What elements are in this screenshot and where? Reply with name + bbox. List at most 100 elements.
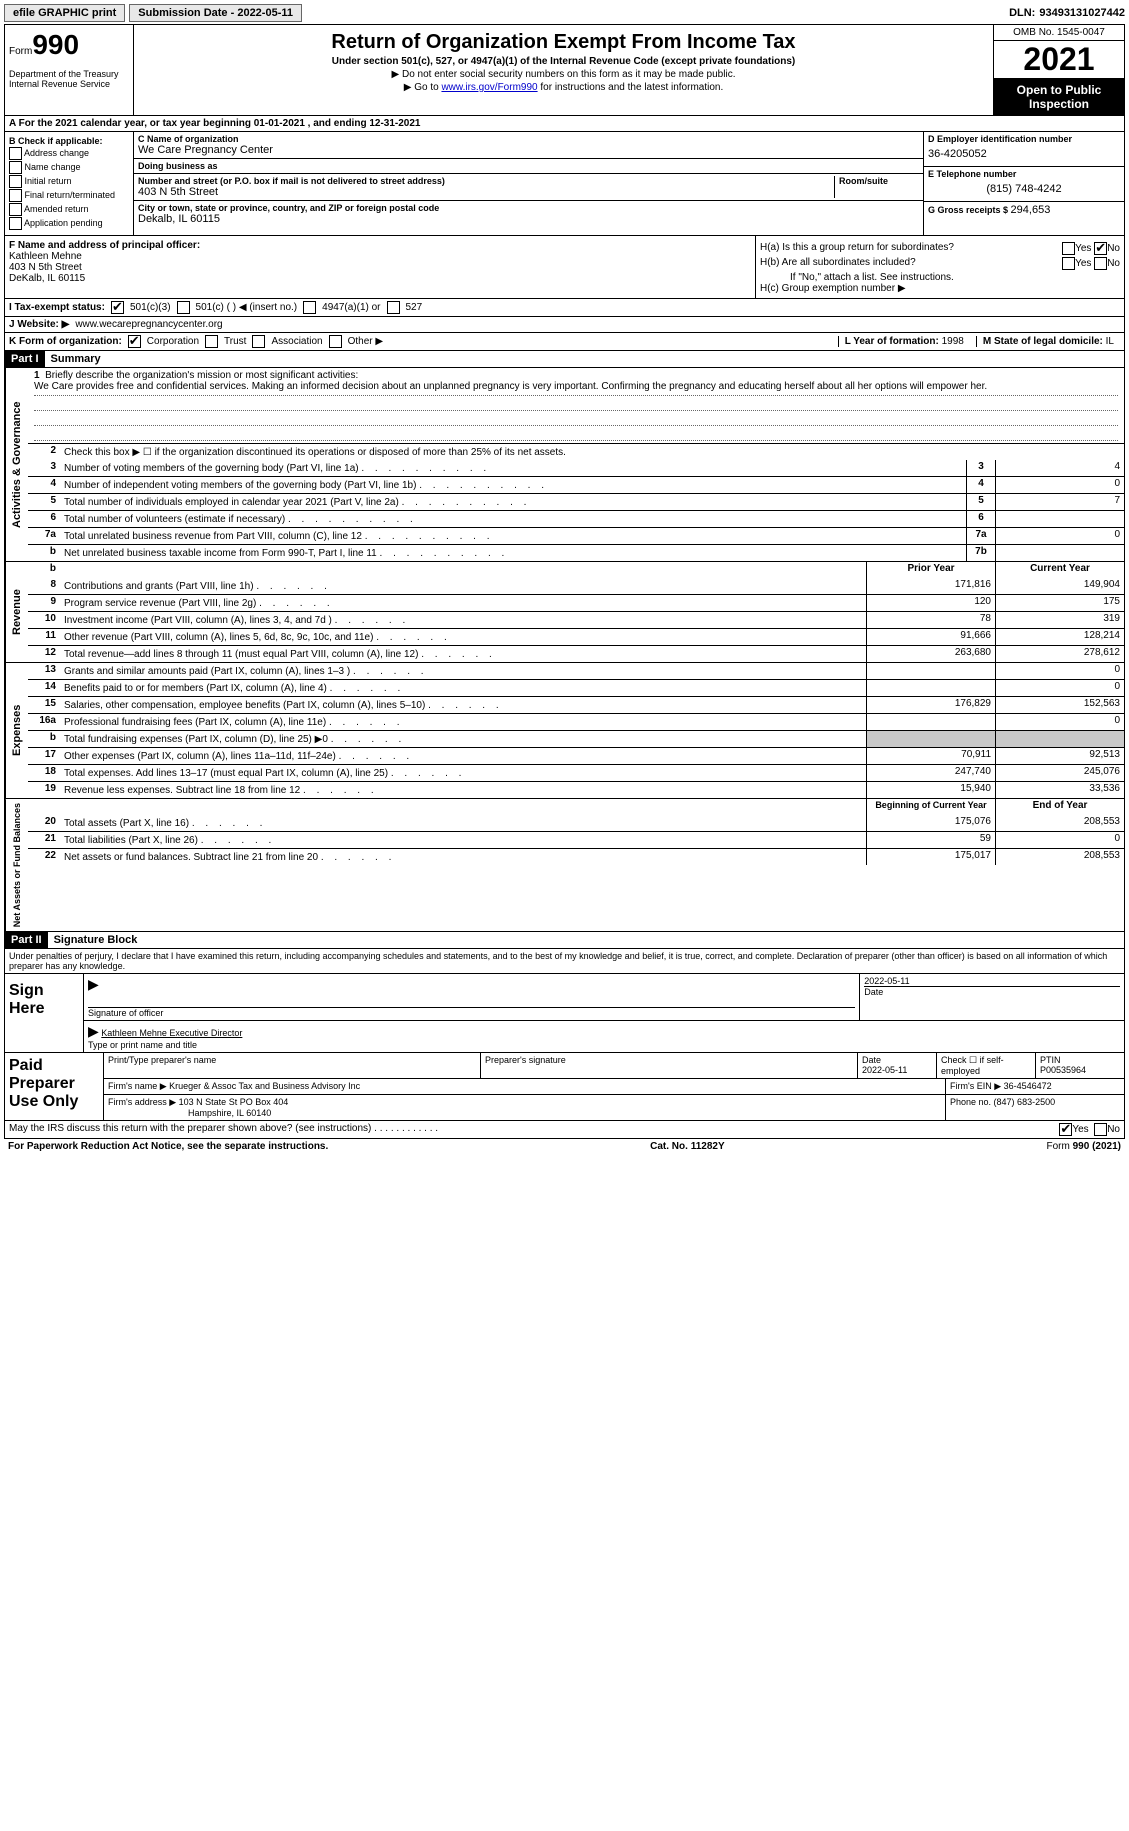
sig-date: 2022-05-11 — [864, 976, 1120, 986]
part2-header-row: Part II Signature Block — [4, 932, 1125, 949]
sig-officer-cell: ▶ Signature of officer — [84, 974, 860, 1020]
sig-name-row: ▶ Kathleen Mehne Executive Director Type… — [84, 1021, 1124, 1052]
city-value: Dekalb, IL 60115 — [138, 213, 919, 225]
note2-post: for instructions and the latest informat… — [538, 82, 724, 93]
open-public: Open to Public Inspection — [994, 79, 1124, 115]
summary-exp: Expenses 13Grants and similar amounts pa… — [4, 663, 1125, 799]
cb-amended[interactable]: Amended return — [9, 203, 129, 216]
ag-row-7a: 7aTotal unrelated business revenue from … — [28, 527, 1124, 544]
sign-here-label: Sign Here — [5, 974, 84, 1052]
k-label: K Form of organization: — [9, 336, 122, 347]
k-other-cb[interactable] — [329, 335, 342, 348]
k-trust-cb[interactable] — [205, 335, 218, 348]
row-12: 12Total revenue—add lines 8 through 11 (… — [28, 645, 1124, 662]
ha-yes-cb[interactable] — [1062, 242, 1075, 255]
cb-name-change[interactable]: Name change — [9, 161, 129, 174]
i-501c-cb[interactable] — [177, 301, 190, 314]
firm-name: Krueger & Assoc Tax and Business Advisor… — [169, 1081, 360, 1091]
l-value: 1998 — [942, 336, 964, 347]
footer-last: For Paperwork Reduction Act Notice, see … — [4, 1139, 1125, 1154]
row-k: K Form of organization: Corporation Trus… — [4, 333, 1125, 351]
irs-link[interactable]: www.irs.gov/Form990 — [441, 82, 537, 93]
sig-name-cell: ▶ Kathleen Mehne Executive Director Type… — [84, 1021, 1124, 1052]
paid-preparer: Paid Preparer Use Only Print/Type prepar… — [4, 1053, 1125, 1121]
row-18: 18Total expenses. Add lines 13–17 (must … — [28, 764, 1124, 781]
i-4947-cb[interactable] — [303, 301, 316, 314]
sig-date-lbl: Date — [864, 986, 1120, 997]
vtab-exp: Expenses — [5, 663, 28, 798]
c-street-cell: Number and street (or P.O. box if mail i… — [134, 174, 923, 201]
ag-row-6: 6Total number of volunteers (estimate if… — [28, 510, 1124, 527]
i-501c3-cb[interactable] — [111, 301, 124, 314]
cb-address-change[interactable]: Address change — [9, 147, 129, 160]
cb-final-return[interactable]: Final return/terminated — [9, 189, 129, 202]
na-body: Beginning of Current Year End of Year 20… — [28, 799, 1124, 931]
q2-text: Check this box ▶ ☐ if the organization d… — [60, 444, 1124, 460]
officer-name: Kathleen Mehne — [9, 251, 751, 262]
efile-button[interactable]: efile GRAPHIC print — [4, 4, 125, 22]
rowa-end: 12-31-2021 — [369, 118, 420, 129]
submission-date-button[interactable]: Submission Date - 2022-05-11 — [129, 4, 302, 22]
q2-row: 2 Check this box ▶ ☐ if the organization… — [28, 443, 1124, 460]
firm-ein-cell: Firm's EIN ▶ 36-4546472 — [946, 1079, 1124, 1094]
hb-no: No — [1107, 258, 1120, 269]
i-501c: 501(c) ( ) ◀ (insert no.) — [196, 302, 298, 313]
l-label: L Year of formation: — [845, 336, 942, 347]
col-f: F Name and address of principal officer:… — [5, 236, 755, 298]
exp-body: 13Grants and similar amounts paid (Part … — [28, 663, 1124, 798]
row-8: 8Contributions and grants (Part VIII, li… — [28, 578, 1124, 594]
form-number: 990 — [32, 29, 79, 60]
k-other: Other ▶ — [348, 336, 383, 347]
hb-row: H(b) Are all subordinates included? Yes … — [760, 257, 1120, 270]
submission-date: 2022-05-11 — [237, 7, 293, 19]
firm-phone-cell: Phone no. (847) 683-2500 — [946, 1095, 1124, 1120]
boy-header: Beginning of Current Year — [866, 799, 995, 815]
hb-yes: Yes — [1075, 258, 1091, 269]
c-city-lbl: City or town, state or province, country… — [138, 203, 919, 213]
i-527-cb[interactable] — [387, 301, 400, 314]
cb-initial-return[interactable]: Initial return — [9, 175, 129, 188]
vtab-na: Net Assets or Fund Balances — [5, 799, 28, 931]
ag-body: 1 Briefly describe the organization's mi… — [28, 368, 1124, 561]
ag-row-3: 3Number of voting members of the governi… — [28, 460, 1124, 476]
discuss-no-cb[interactable] — [1094, 1123, 1107, 1136]
form-subtitle: Under section 501(c), 527, or 4947(a)(1)… — [138, 56, 989, 67]
firm-addr-cell: Firm's address ▶ 103 N State St PO Box 4… — [104, 1095, 946, 1120]
d-gross-cell: G Gross receipts $ 294,653 — [924, 202, 1124, 218]
signature-section: Under penalties of perjury, I declare th… — [4, 949, 1125, 974]
discuss-no: No — [1107, 1124, 1120, 1135]
cb-app-pending[interactable]: Application pending — [9, 217, 129, 230]
k-corp-cb[interactable] — [128, 335, 141, 348]
note2-pre: ▶ Go to — [404, 82, 442, 93]
k-assoc-cb[interactable] — [252, 335, 265, 348]
mission-blank3 — [34, 426, 1118, 441]
hb-no-cb[interactable] — [1094, 257, 1107, 270]
discuss-yes-cb[interactable] — [1059, 1123, 1072, 1136]
ha-row: H(a) Is this a group return for subordin… — [760, 242, 1120, 255]
eoy-header: End of Year — [995, 799, 1124, 815]
section-fh: F Name and address of principal officer:… — [4, 236, 1125, 299]
rowa-begin: 01-01-2021 — [254, 118, 305, 129]
row-10: 10Investment income (Part VIII, column (… — [28, 611, 1124, 628]
firm-name-row: Firm's name ▶ Krueger & Assoc Tax and Bu… — [104, 1079, 1124, 1095]
discuss-text: May the IRS discuss this return with the… — [9, 1123, 371, 1134]
col-h: H(a) Is this a group return for subordin… — [755, 236, 1124, 298]
hb-yes-cb[interactable] — [1062, 257, 1075, 270]
hb-note: If "No," attach a list. See instructions… — [760, 272, 1120, 283]
ag-row-4: 4Number of independent voting members of… — [28, 476, 1124, 493]
year-box: OMB No. 1545-0047 2021 Open to Public In… — [993, 25, 1124, 115]
row-11: 11Other revenue (Part VIII, column (A), … — [28, 628, 1124, 645]
ha-no-cb[interactable] — [1094, 242, 1107, 255]
row-b: bTotal fundraising expenses (Part IX, co… — [28, 730, 1124, 747]
sign-here-row: Sign Here ▶ Signature of officer 2022-05… — [4, 974, 1125, 1053]
ein-lbl: D Employer identification number — [928, 134, 1120, 144]
i-4947: 4947(a)(1) or — [322, 302, 380, 313]
tel-value: (815) 748-4242 — [928, 179, 1120, 199]
firm-addr1: 103 N State St PO Box 404 — [179, 1097, 289, 1107]
hb-label: H(b) Are all subordinates included? — [760, 257, 916, 270]
firm-addr2: Hampshire, IL 60140 — [108, 1108, 941, 1118]
ptin-value: P00535964 — [1040, 1065, 1086, 1075]
vtab-ag: Activities & Governance — [5, 368, 28, 561]
m-label: M State of legal domicile: — [983, 336, 1106, 347]
row-9: 9Program service revenue (Part VIII, lin… — [28, 594, 1124, 611]
